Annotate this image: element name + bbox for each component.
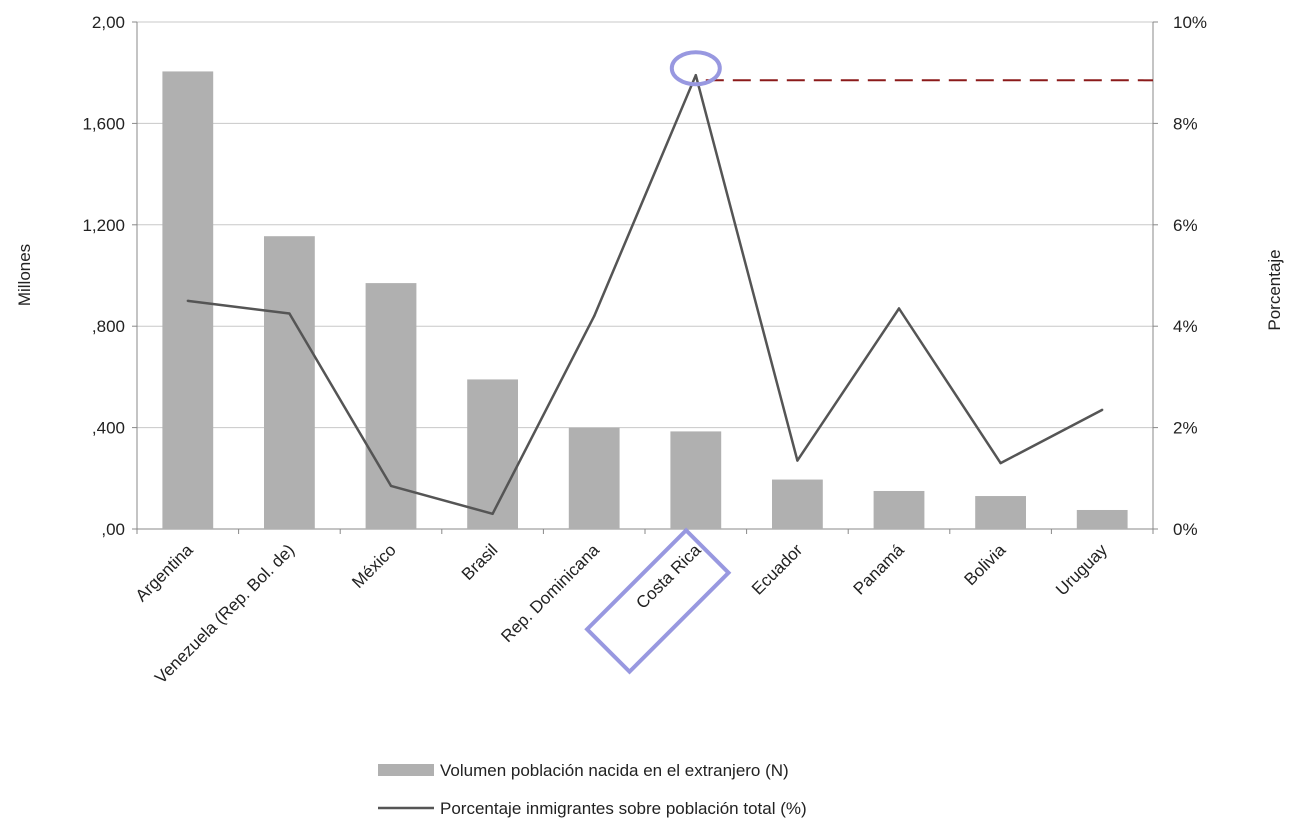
bar bbox=[467, 379, 518, 529]
bar bbox=[975, 496, 1026, 529]
line-point bbox=[491, 512, 494, 515]
line-point bbox=[593, 314, 596, 318]
y-left-axis-title: Millones bbox=[15, 244, 34, 306]
left-tick-label: 1,600 bbox=[82, 114, 125, 133]
left-tick-label: 2,00 bbox=[92, 13, 125, 32]
line-point bbox=[1101, 408, 1104, 412]
x-tick-label: Panamá bbox=[850, 540, 909, 599]
bar bbox=[772, 479, 823, 529]
left-tick-label: 1,200 bbox=[82, 216, 125, 235]
line-point bbox=[186, 299, 189, 303]
legend-swatch-bars bbox=[378, 764, 434, 776]
right-tick-label: 0% bbox=[1173, 520, 1198, 539]
right-tick-label: 2% bbox=[1173, 419, 1198, 438]
line-series-path bbox=[187, 73, 1103, 516]
highlight-label-box bbox=[584, 527, 732, 675]
line-point bbox=[897, 307, 901, 310]
bar bbox=[670, 431, 722, 529]
legend-label-line: Porcentaje inmigrantes sobre población t… bbox=[440, 799, 807, 818]
x-tick-label: Argentina bbox=[132, 540, 197, 605]
line-point bbox=[694, 74, 697, 77]
right-tick-label: 10% bbox=[1173, 13, 1207, 32]
line-point bbox=[999, 461, 1002, 465]
y-right-axis-title: Porcentaje bbox=[1265, 249, 1284, 330]
legend-label-bars: Volumen población nacida en el extranjer… bbox=[440, 761, 789, 780]
x-tick-label: Ecuador bbox=[748, 540, 806, 598]
line-point bbox=[796, 459, 799, 462]
right-tick-label: 6% bbox=[1173, 216, 1198, 235]
bar bbox=[264, 236, 315, 529]
bar bbox=[365, 283, 417, 529]
highlight-circle bbox=[669, 50, 722, 87]
right-tick-label: 4% bbox=[1173, 317, 1198, 336]
left-tick-label: ,00 bbox=[101, 520, 125, 539]
bar bbox=[873, 490, 925, 529]
x-tick-label: México bbox=[348, 540, 400, 592]
right-tick-label: 8% bbox=[1173, 114, 1198, 133]
x-tick-label: Bolivia bbox=[961, 540, 1010, 589]
x-tick-label: Costa Rica bbox=[632, 540, 705, 613]
bar bbox=[1076, 509, 1128, 529]
line-point bbox=[288, 312, 291, 315]
bar bbox=[568, 427, 620, 529]
x-tick-label: Brasil bbox=[458, 540, 501, 583]
x-tick-label: Uruguay bbox=[1052, 540, 1111, 599]
left-tick-label: ,400 bbox=[92, 419, 125, 438]
line-point bbox=[389, 484, 393, 488]
left-tick-label: ,800 bbox=[92, 317, 125, 336]
